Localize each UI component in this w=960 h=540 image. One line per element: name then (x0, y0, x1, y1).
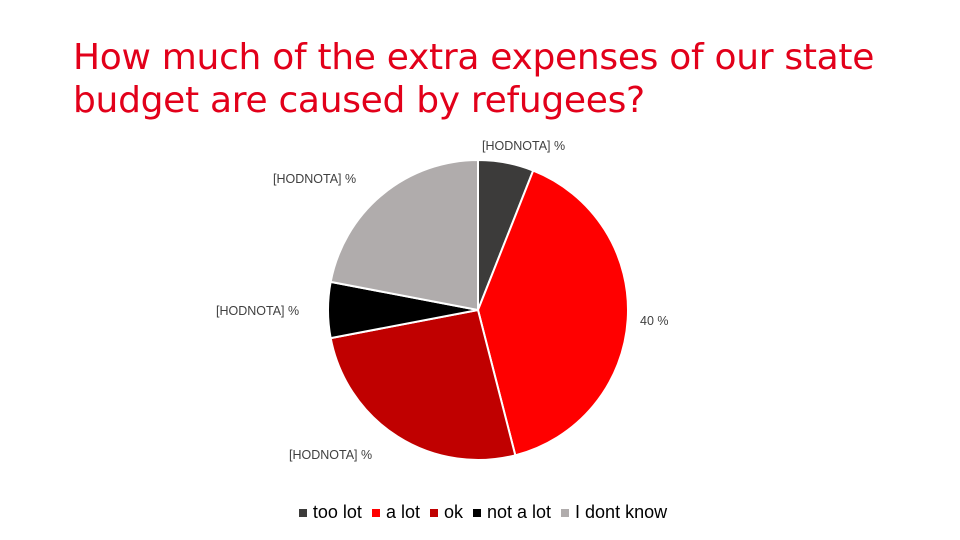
legend-swatch-too-lot (298, 508, 307, 517)
pie-slice-i-dont-know (329, 159, 479, 311)
data-label-a-lot: 40 % (640, 314, 669, 328)
data-label-too-lot: [HODNOTA] % (482, 139, 565, 153)
legend-item-too-lot: too lot (298, 502, 362, 523)
data-label-ok: [HODNOTA] % (289, 448, 372, 462)
legend-item-a-lot: a lot (371, 502, 420, 523)
legend-item-ok: ok (429, 502, 463, 523)
legend-label-a-lot: a lot (385, 502, 420, 522)
legend-swatch-i-dont-know (561, 508, 570, 517)
legend-label-i-dont-know: I dont know (575, 502, 668, 522)
legend-label-not-a-lot: not a lot (486, 502, 552, 522)
legend-item-not-a-lot: not a lot (472, 502, 552, 523)
chart-title: How much of the extra expenses of our st… (73, 37, 875, 121)
legend-swatch-not-a-lot (472, 508, 481, 517)
legend-label-ok: ok (443, 502, 463, 522)
pie-slice-a-lot (477, 169, 629, 457)
legend-swatch-a-lot (371, 508, 380, 517)
data-label-i-dont-know: [HODNOTA] % (273, 172, 356, 186)
pie-slice-ok (329, 309, 517, 461)
legend-swatch-ok (429, 508, 438, 517)
chart-legend: too lot a lot ok not a lot I dont know (3, 502, 960, 523)
legend-item-i-dont-know: I dont know (561, 502, 667, 523)
legend-label-too-lot: too lot (312, 502, 362, 522)
data-label-not-a-lot: [HODNOTA] % (216, 304, 299, 318)
